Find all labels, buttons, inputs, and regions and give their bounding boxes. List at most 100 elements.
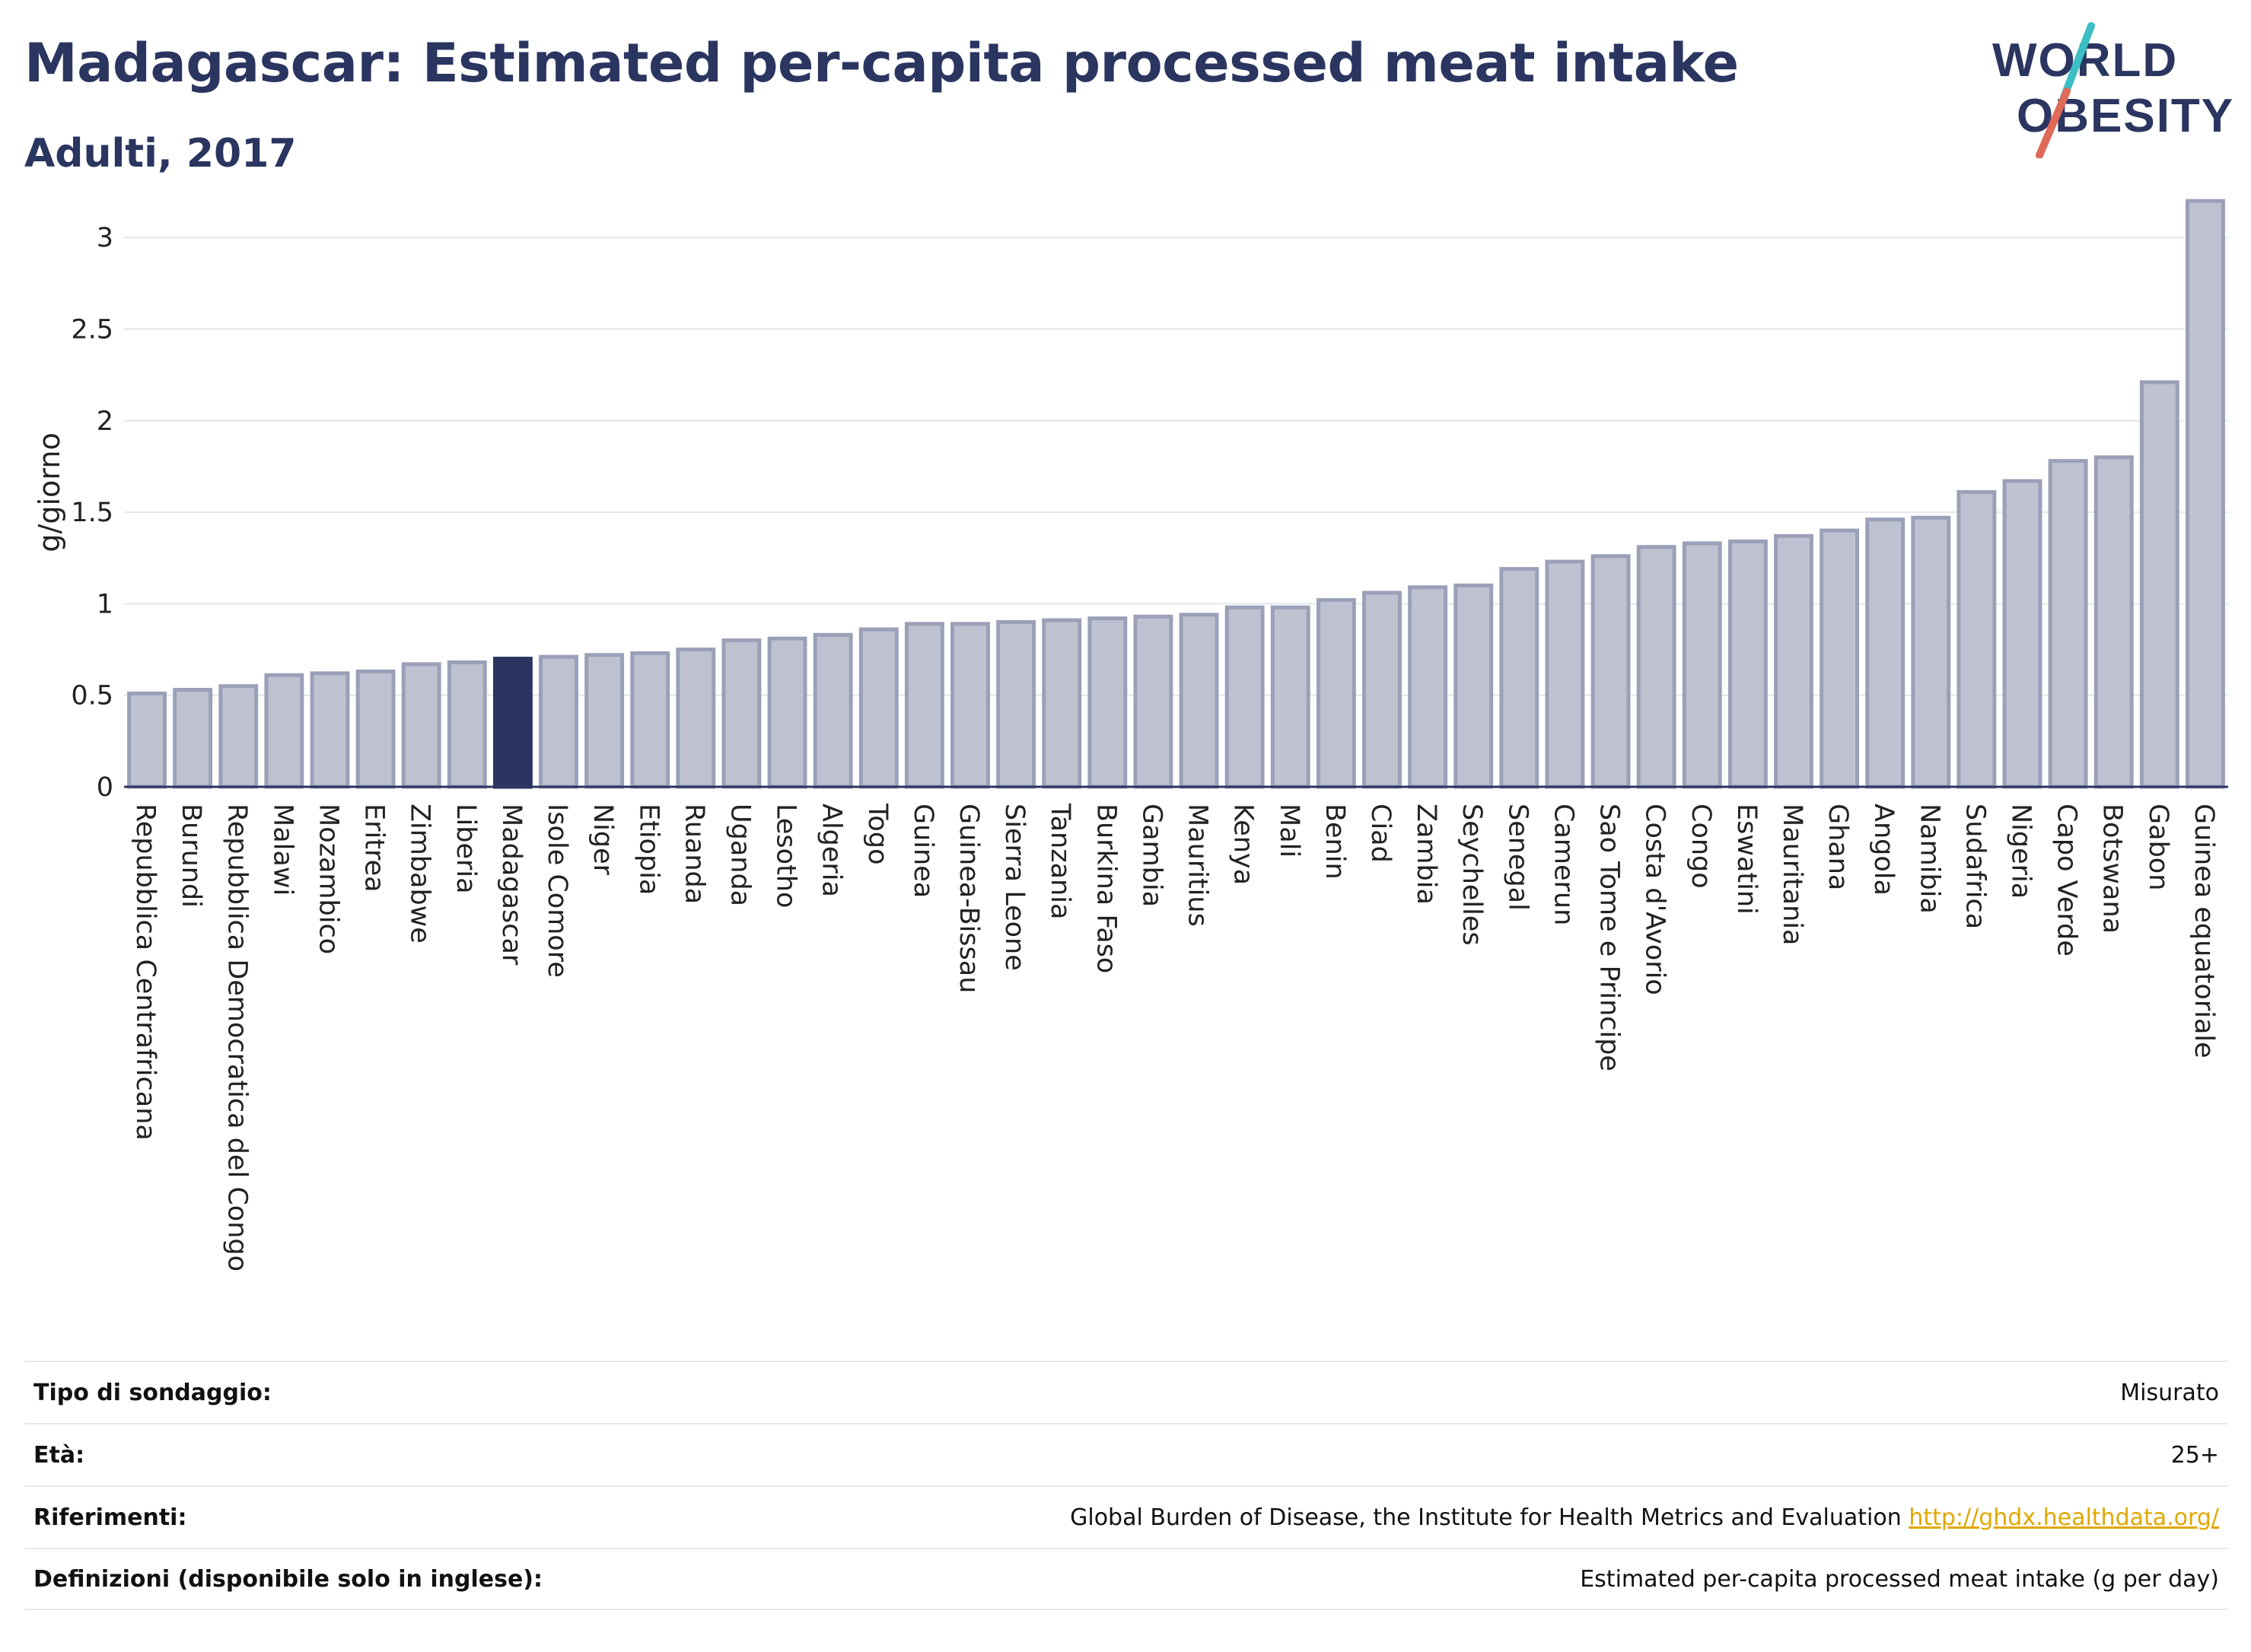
y-tick-label: 0 [97,772,113,803]
x-tick-label: Algeria [817,804,847,897]
x-tick-label: Guinea-Bissau [954,804,984,993]
bar[interactable] [584,653,625,789]
bar[interactable] [1636,545,1676,789]
bar-highlighted[interactable] [492,657,533,789]
bar[interactable] [264,673,304,789]
bar[interactable] [721,638,762,789]
bar[interactable] [1270,605,1310,789]
bar[interactable] [1316,598,1356,789]
bar[interactable] [1820,528,1860,789]
x-tick-label: Tanzania [1045,803,1075,919]
info-value: Estimated per-capita processed meat inta… [1580,1566,2219,1593]
info-key: Definizioni (disponibile solo in inglese… [33,1565,543,1593]
bar-chart: 0 0.5 1 1.5 2 2.5 3 Repubblica Centrafricana Bu… [33,199,2228,1272]
bar[interactable] [127,691,167,789]
bar[interactable] [1362,590,1402,789]
bar[interactable] [813,632,853,789]
x-tick-label: Mauritius [1183,804,1213,927]
x-tick-label: Ciad [1365,804,1396,863]
bar[interactable] [1727,540,1768,789]
bar[interactable] [996,619,1036,789]
bar[interactable] [1408,585,1448,789]
bar[interactable] [539,654,578,789]
bar[interactable] [1545,559,1585,789]
bar[interactable] [1224,605,1265,789]
x-tick-label: Eritrea [359,804,390,893]
bar[interactable] [1590,554,1631,789]
logo-slash-coral [2036,88,2071,158]
x-tick-label: Mozambico [313,804,343,954]
info-row: Riferimenti: Global Burden of Disease, th… [24,1485,2228,1548]
info-row: Età: 25+ [24,1423,2228,1485]
bar[interactable] [1087,616,1128,789]
info-value-text: Estimated per-capita processed meat inta… [1580,1565,2219,1593]
info-key: Riferimenti: [33,1504,187,1531]
reference-link[interactable]: http://ghdx.healthdata.org/ [1909,1504,2219,1531]
x-tick-label: Burundi [176,804,206,908]
x-tick-label: Gambia [1136,804,1167,907]
x-tick-label: Kenya [1228,804,1259,885]
x-tick-label: Mali [1274,804,1304,858]
x-tick-label: Camerun [1548,804,1578,925]
bar[interactable] [1499,567,1539,789]
bar[interactable] [218,684,259,789]
x-tick-label: Zimbabwe [405,804,435,944]
bar[interactable] [2139,380,2179,789]
bar[interactable] [2186,199,2225,789]
bar[interactable] [1956,490,1997,789]
bar[interactable] [676,648,716,789]
info-value: 25+ [2171,1442,2219,1469]
bar[interactable] [355,669,396,789]
y-axis-ticks: 0 0.5 1 1.5 2 2.5 3 [71,223,113,803]
x-tick-label: Ruanda [679,804,709,904]
x-tick-label: Nigeria [2006,804,2036,899]
bar[interactable] [904,622,944,789]
bar[interactable] [1042,618,1082,789]
bar[interactable] [310,671,350,789]
bar[interactable] [630,651,670,789]
x-tick-label: Isole Comore [542,804,572,978]
bar[interactable] [1911,515,1951,789]
y-axis-label: g/giorno [33,432,66,552]
y-tick-label: 1 [97,589,113,619]
x-tick-label: Etiopia [633,804,664,895]
y-tick-label: 0.5 [71,681,113,711]
info-value-text: Global Burden of Disease, the Institute … [1070,1504,1902,1531]
x-tick-label: Madagascar [496,804,527,966]
bar[interactable] [447,660,487,789]
x-tick-label: Congo [1686,804,1716,889]
page-subtitle: Adulti, 2017 [24,131,297,177]
bar[interactable] [767,636,807,789]
y-tick-label: 1.5 [71,498,113,528]
x-tick-label: Angola [1868,804,1899,896]
page-title: Madagascar: Estimated per-capita process… [24,32,1739,94]
x-tick-label: Niger [587,804,618,876]
x-tick-label: Senegal [1502,804,1533,911]
info-key: Tipo di sondaggio: [33,1379,272,1406]
bar[interactable] [401,662,441,789]
x-tick-label: Costa d'Avorio [1640,804,1670,995]
bar[interactable] [858,627,899,789]
bar[interactable] [1682,541,1722,789]
x-tick-label: Sierra Leone [999,804,1030,971]
bar[interactable] [950,622,990,789]
bar[interactable] [2002,479,2042,789]
world-obesity-logo: WORLD OBESITY [1992,22,2233,158]
bar[interactable] [1774,533,1813,789]
bar[interactable] [173,687,213,789]
bar[interactable] [1865,517,1906,789]
x-tick-label: Togo [862,803,893,864]
bar[interactable] [1453,583,1494,789]
bar[interactable] [2048,459,2088,789]
y-tick-label: 2.5 [71,314,113,345]
x-tick-label: Uganda [724,804,755,906]
bar[interactable] [1133,614,1173,789]
bar[interactable] [1179,613,1219,789]
bar[interactable] [2093,455,2134,789]
info-table: Tipo di sondaggio: Misurato Età: 25+ Riferim… [24,1361,2228,1610]
logo-slash-teal [2060,22,2095,101]
info-key: Età: [33,1441,85,1469]
x-tick-label: Lesotho [771,804,801,908]
x-axis-ticks: Repubblica Centrafricana Burundi Repubblic… [130,803,2219,1272]
info-value-text: Misurato [2120,1379,2219,1406]
